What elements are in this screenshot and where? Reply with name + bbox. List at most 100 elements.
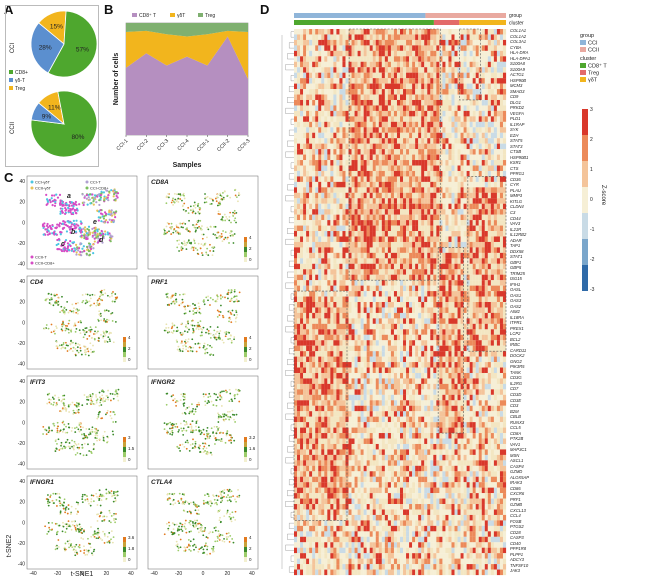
tsne-point xyxy=(88,196,90,198)
heat-cell xyxy=(464,193,467,199)
heat-cell xyxy=(376,155,379,161)
tsne-point xyxy=(178,534,180,536)
heat-cell xyxy=(370,144,373,150)
tsne-point xyxy=(194,224,196,226)
tsne-point xyxy=(106,319,108,321)
tsne-point xyxy=(90,505,92,507)
tsne-point xyxy=(185,228,187,230)
heat-cell xyxy=(470,84,473,90)
tsne-point xyxy=(113,214,115,216)
y-tick-label: 20 xyxy=(19,300,25,306)
tsne-point xyxy=(81,301,83,303)
tsne-point xyxy=(206,536,208,538)
tsne-point xyxy=(180,539,182,541)
tsne-point xyxy=(234,233,236,235)
heat-cell xyxy=(476,133,479,139)
heat-cell xyxy=(391,111,394,117)
tsne-point xyxy=(216,196,218,198)
tsne-point xyxy=(209,250,211,252)
heat-cell xyxy=(461,84,464,90)
heat-cell xyxy=(497,144,500,150)
tsne-point xyxy=(61,443,63,445)
tsne-point xyxy=(181,249,183,251)
tsne-point xyxy=(58,399,60,401)
tsne-point xyxy=(84,226,86,228)
tsne-point xyxy=(110,400,112,402)
heat-cell xyxy=(430,40,433,46)
tsne-point xyxy=(198,243,200,245)
heat-cell xyxy=(336,149,339,155)
heat-cell xyxy=(424,89,427,95)
tsne-point xyxy=(182,348,184,350)
heat-cell xyxy=(321,56,324,62)
heat-cell xyxy=(339,45,342,51)
heat-cell xyxy=(430,84,433,90)
heat-cell xyxy=(427,138,430,144)
heat-cell xyxy=(327,171,330,177)
tsne-point xyxy=(212,233,214,235)
heat-cell xyxy=(312,56,315,62)
heat-cell xyxy=(439,122,442,128)
heat-cell xyxy=(418,40,421,46)
tsne-point xyxy=(90,431,92,433)
heat-cell xyxy=(339,62,342,68)
tsne-point xyxy=(73,220,75,222)
heat-cell xyxy=(485,166,488,172)
tsne-point xyxy=(88,242,90,244)
tsne-point xyxy=(203,451,205,453)
heat-cell xyxy=(503,84,506,90)
heat-cell xyxy=(327,100,330,106)
heat-cell xyxy=(470,51,473,57)
tsne-point xyxy=(179,348,181,350)
heat-cell xyxy=(306,95,309,101)
heat-cell xyxy=(385,160,388,166)
tsne-point xyxy=(55,493,57,495)
tsne-point xyxy=(204,494,206,496)
heat-cell xyxy=(321,78,324,84)
tsne-point xyxy=(65,509,67,511)
heat-cell xyxy=(355,62,358,68)
tsne-point xyxy=(195,411,197,413)
tsne-point xyxy=(108,540,110,542)
heat-cell xyxy=(439,138,442,144)
tsne-point xyxy=(88,503,90,505)
tsne-point xyxy=(74,322,76,324)
heat-cell xyxy=(433,122,436,128)
heat-cell xyxy=(473,182,476,188)
heat-cell xyxy=(373,67,376,73)
heat-cell xyxy=(418,62,421,68)
tsne-point xyxy=(202,254,204,256)
heat-cell xyxy=(442,149,445,155)
heat-cell xyxy=(312,100,315,106)
heat-cell xyxy=(467,84,470,90)
tsne-point xyxy=(180,423,182,425)
tsne-point xyxy=(88,550,90,552)
tsne-point xyxy=(229,393,231,395)
heat-cell xyxy=(461,116,464,122)
heat-cell xyxy=(333,67,336,73)
heat-cell xyxy=(500,95,503,101)
tsne-point xyxy=(112,434,114,436)
heat-cell xyxy=(412,149,415,155)
heat-cell xyxy=(424,193,427,199)
heat-cell xyxy=(327,149,330,155)
tsne-point xyxy=(77,511,79,513)
heat-cell xyxy=(309,138,312,144)
tsne-point xyxy=(207,501,209,503)
heat-cell xyxy=(458,176,461,182)
heat-cell xyxy=(336,78,339,84)
tsne-point xyxy=(83,345,85,347)
heat-cell xyxy=(373,51,376,57)
heat-cell xyxy=(451,78,454,84)
heat-cell xyxy=(361,182,364,188)
tsne-point xyxy=(76,513,78,515)
heat-cell xyxy=(342,144,345,150)
heat-cell xyxy=(382,111,385,117)
heat-cell xyxy=(503,40,506,46)
heat-cell xyxy=(309,171,312,177)
heat-cell xyxy=(397,138,400,144)
legend-dot xyxy=(31,262,34,265)
tsne-point xyxy=(75,527,77,529)
tsne-point xyxy=(92,554,94,556)
tsne-point xyxy=(112,320,114,322)
